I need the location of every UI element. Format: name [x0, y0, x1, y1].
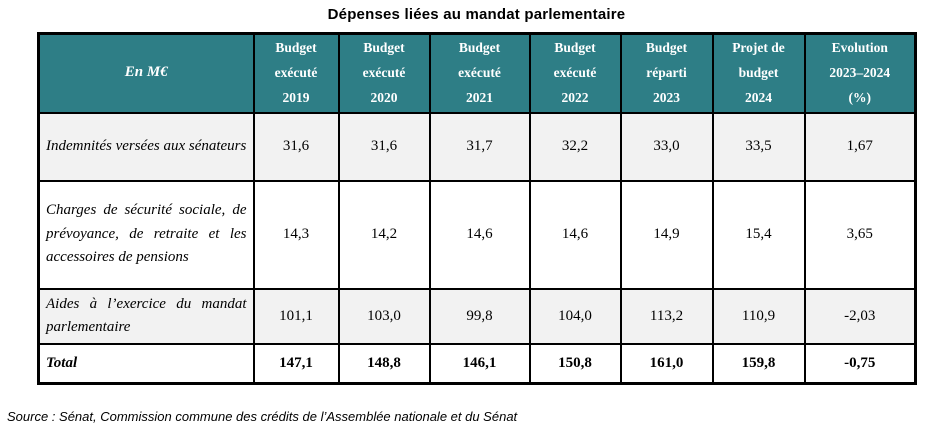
- value-cell: 15,4: [711, 179, 806, 290]
- header-cell-budget-2022: Budget exécuté 2022: [528, 32, 622, 114]
- header-row: En M€ Budget exécuté 2019 Budget exécuté…: [37, 32, 917, 114]
- value-cell: -2,03: [803, 287, 917, 345]
- total-value-cell: 159,8: [711, 342, 806, 385]
- value-cell: 32,2: [528, 111, 622, 182]
- header-cell-unit: En M€: [37, 32, 255, 114]
- row-label: Charges de sécurité sociale, de prévoyan…: [37, 179, 255, 290]
- total-value-cell: 147,1: [252, 342, 340, 385]
- value-cell: 33,5: [711, 111, 806, 182]
- value-cell: 1,67: [803, 111, 917, 182]
- table-row-aides: Aides à l’exercice du mandat parlementai…: [37, 287, 917, 345]
- header-cell-budget-2021: Budget exécuté 2021: [428, 32, 531, 114]
- value-cell: 31,6: [337, 111, 431, 182]
- total-value-cell: 161,0: [619, 342, 714, 385]
- total-row: Total 147,1 148,8 146,1 150,8 161,0 159,…: [37, 342, 917, 385]
- source-note: Source : Sénat, Commission commune des c…: [7, 409, 518, 425]
- value-cell: 14,6: [428, 179, 531, 290]
- table-row-indemnites: Indemnités versées aux sénateurs 31,6 31…: [37, 111, 917, 182]
- value-cell: 14,2: [337, 179, 431, 290]
- table-row-charges: Charges de sécurité sociale, de prévoyan…: [37, 179, 917, 290]
- header-cell-budget-2019: Budget exécuté 2019: [252, 32, 340, 114]
- value-cell: 101,1: [252, 287, 340, 345]
- total-value-cell: 146,1: [428, 342, 531, 385]
- row-label: Aides à l’exercice du mandat parlementai…: [37, 287, 255, 345]
- value-cell: 33,0: [619, 111, 714, 182]
- value-cell: 14,9: [619, 179, 714, 290]
- header-cell-budget-2020: Budget exécuté 2020: [337, 32, 431, 114]
- row-label: Indemnités versées aux sénateurs: [37, 111, 255, 182]
- value-cell: 103,0: [337, 287, 431, 345]
- value-cell: 14,3: [252, 179, 340, 290]
- value-cell: 31,6: [252, 111, 340, 182]
- header-cell-evolution: Evolution 2023–2024 (%): [803, 32, 917, 114]
- header-cell-budget-2024: Projet de budget 2024: [711, 32, 806, 114]
- value-cell: 3,65: [803, 179, 917, 290]
- value-cell: 14,6: [528, 179, 622, 290]
- value-cell: 113,2: [619, 287, 714, 345]
- value-cell: 110,9: [711, 287, 806, 345]
- total-value-cell: -0,75: [803, 342, 917, 385]
- value-cell: 104,0: [528, 287, 622, 345]
- table-title: Dépenses liées au mandat parlementaire: [327, 6, 626, 23]
- value-cell: 31,7: [428, 111, 531, 182]
- budget-table: En M€ Budget exécuté 2019 Budget exécuté…: [37, 32, 917, 386]
- total-value-cell: 148,8: [337, 342, 431, 385]
- header-cell-budget-2023: Budget réparti 2023: [619, 32, 714, 114]
- total-label: Total: [37, 342, 255, 385]
- total-value-cell: 150,8: [528, 342, 622, 385]
- value-cell: 99,8: [428, 287, 531, 345]
